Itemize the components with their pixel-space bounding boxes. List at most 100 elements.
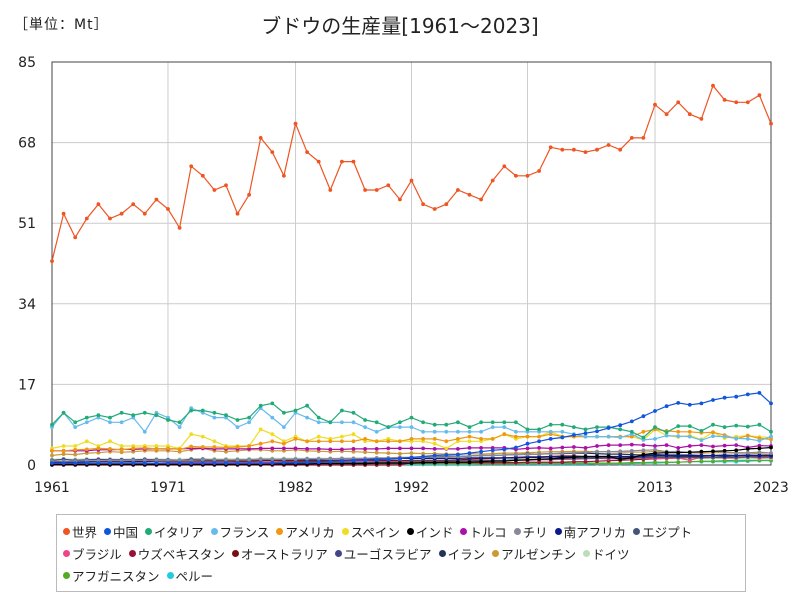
data-point bbox=[351, 461, 356, 466]
data-point bbox=[351, 449, 356, 454]
data-point bbox=[374, 439, 379, 444]
data-point bbox=[699, 454, 704, 458]
data-point bbox=[316, 159, 321, 164]
data-point bbox=[456, 420, 460, 425]
data-point bbox=[212, 457, 217, 462]
data-point bbox=[374, 420, 379, 425]
data-point bbox=[432, 207, 437, 211]
data-point bbox=[664, 450, 669, 455]
data-point bbox=[119, 410, 124, 415]
data-point bbox=[50, 259, 54, 263]
data-point bbox=[676, 454, 681, 458]
x-tick-label: 1961 bbox=[34, 480, 70, 496]
data-point bbox=[421, 454, 425, 459]
data-point bbox=[200, 457, 205, 462]
data-point bbox=[734, 436, 739, 441]
data-point bbox=[258, 457, 263, 462]
legend-marker bbox=[492, 549, 500, 557]
data-point bbox=[664, 112, 669, 117]
data-point bbox=[734, 448, 739, 453]
data-point bbox=[676, 450, 681, 455]
data-point bbox=[757, 446, 762, 451]
data-point bbox=[629, 442, 634, 447]
data-point bbox=[722, 454, 727, 458]
data-point bbox=[595, 449, 599, 454]
data-point bbox=[258, 427, 263, 432]
data-point bbox=[328, 456, 333, 461]
data-point bbox=[235, 445, 240, 449]
data-point bbox=[618, 423, 623, 428]
data-point bbox=[386, 425, 391, 429]
data-point bbox=[653, 425, 657, 429]
data-point bbox=[84, 420, 89, 425]
data-point bbox=[560, 147, 565, 152]
data-point bbox=[687, 453, 692, 458]
legend-label: インド bbox=[415, 524, 454, 540]
data-point bbox=[664, 460, 669, 465]
data-point bbox=[270, 415, 275, 420]
x-tick-label: 1982 bbox=[278, 480, 314, 496]
data-point bbox=[537, 169, 541, 173]
data-point bbox=[444, 439, 449, 444]
y-tick-label: 68 bbox=[18, 136, 36, 152]
data-point bbox=[467, 425, 472, 429]
legend: 世界 中国 イタリア フランス アメリカ スペイン インド トルコ チリ 南アフリカ エジプト ブラジ… bbox=[56, 514, 746, 592]
data-point bbox=[421, 460, 425, 465]
data-point bbox=[84, 216, 89, 221]
data-point bbox=[583, 446, 588, 450]
data-point bbox=[282, 425, 286, 429]
data-point bbox=[699, 401, 704, 406]
data-point bbox=[142, 446, 147, 450]
data-point bbox=[490, 448, 495, 453]
legend-label: ブラジル bbox=[72, 546, 122, 562]
data-point bbox=[154, 461, 159, 465]
data-point bbox=[745, 453, 750, 458]
legend-item: アメリカ bbox=[276, 520, 335, 542]
data-point bbox=[340, 439, 344, 444]
legend-label: 世界 bbox=[72, 524, 98, 540]
data-point bbox=[200, 461, 205, 465]
data-point bbox=[258, 446, 263, 451]
legend-marker bbox=[554, 527, 562, 535]
data-point bbox=[618, 435, 623, 440]
data-point bbox=[595, 444, 599, 448]
data-point bbox=[363, 437, 367, 441]
data-point bbox=[456, 188, 460, 192]
data-point bbox=[560, 445, 565, 450]
data-point bbox=[722, 98, 727, 102]
x-tick-label: 2023 bbox=[753, 480, 789, 496]
legend-label: チリ bbox=[522, 524, 548, 540]
data-point bbox=[398, 439, 402, 444]
data-point bbox=[374, 188, 379, 192]
data-point bbox=[687, 444, 692, 448]
data-point bbox=[560, 460, 565, 465]
data-point bbox=[641, 136, 646, 140]
legend-item: スペイン bbox=[341, 520, 400, 542]
data-point bbox=[687, 402, 692, 407]
data-point bbox=[490, 425, 495, 429]
data-point bbox=[409, 461, 414, 465]
data-point bbox=[340, 459, 344, 464]
legend-label: ウズベキスタン bbox=[137, 546, 225, 562]
data-point bbox=[629, 460, 634, 465]
data-point bbox=[525, 446, 530, 451]
data-point bbox=[676, 424, 681, 428]
data-point bbox=[421, 437, 425, 441]
data-point bbox=[96, 461, 101, 465]
data-point bbox=[711, 434, 715, 438]
data-point bbox=[363, 450, 367, 455]
data-point bbox=[444, 453, 449, 457]
data-point bbox=[687, 429, 692, 434]
data-point bbox=[502, 453, 507, 457]
data-point bbox=[583, 459, 588, 464]
data-point bbox=[653, 444, 657, 448]
x-tick-label: 1971 bbox=[150, 480, 186, 496]
data-point bbox=[409, 455, 414, 460]
data-point bbox=[641, 414, 646, 419]
data-point bbox=[734, 443, 739, 447]
data-point bbox=[224, 457, 228, 462]
data-point bbox=[189, 461, 194, 465]
data-point bbox=[711, 444, 715, 449]
legend-item: イタリア bbox=[145, 520, 204, 542]
data-point bbox=[409, 415, 414, 420]
